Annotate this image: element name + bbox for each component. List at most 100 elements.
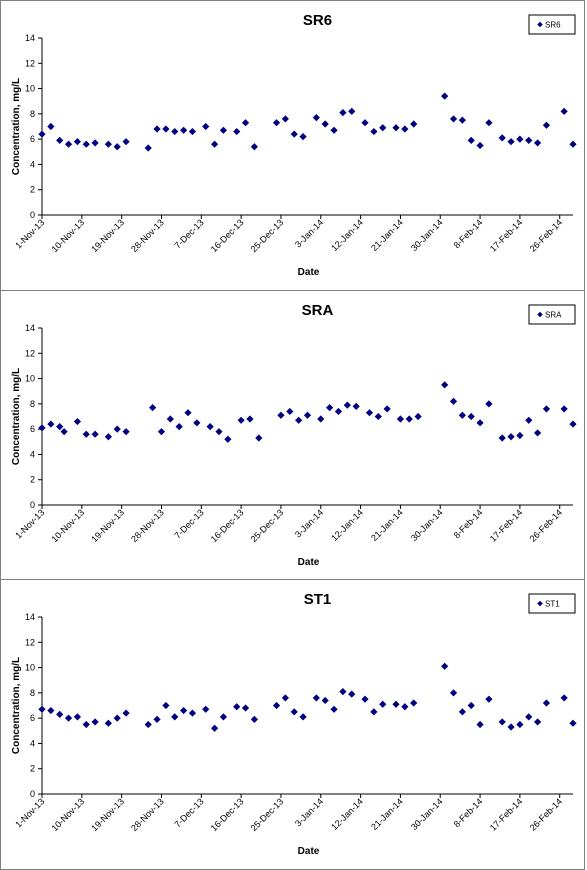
x-tick-label: 12-Jan-14 — [329, 796, 365, 832]
y-tick-label: 12 — [25, 637, 35, 647]
data-point — [507, 138, 515, 146]
data-point — [449, 689, 458, 697]
data-point — [241, 704, 250, 712]
data-point — [56, 710, 64, 718]
data-point — [352, 402, 360, 410]
data-point — [64, 140, 73, 148]
data-point — [401, 125, 409, 133]
y-tick-label: 10 — [25, 663, 35, 673]
y-tick-label: 8 — [30, 688, 35, 698]
data-point — [458, 411, 466, 419]
data-point — [449, 397, 458, 405]
y-axis-label: Concentration, mg/L — [11, 78, 22, 175]
data-point — [180, 706, 188, 715]
x-tick-label: 25-Dec-13 — [249, 507, 286, 544]
data-point — [153, 715, 161, 724]
data-point — [175, 423, 183, 431]
legend-marker — [537, 600, 543, 607]
data-point — [233, 127, 241, 136]
data-point — [188, 127, 197, 136]
legend-label: ST1 — [545, 600, 560, 609]
x-tick-label: 17-Feb-14 — [488, 217, 524, 253]
data-point — [525, 416, 533, 424]
chart-panel-sra: SRA 0 2 4 6 8 10 12 14 1-Nov-13 10-Nov-13 19-Nov-13… — [0, 290, 585, 580]
data-point — [299, 713, 307, 721]
data-point — [485, 119, 493, 127]
data-point — [149, 404, 157, 412]
data-point — [60, 428, 68, 436]
chart-panel-sr6: SR6 0 2 4 6 8 10 12 14 1-Nov-13 10-Nov-13 19-Nov-13… — [0, 0, 585, 291]
data-point — [410, 699, 418, 707]
data-point — [534, 139, 542, 147]
x-tick-label: 3-Jan-14 — [293, 796, 325, 828]
data-point — [525, 713, 533, 721]
y-tick-label: 12 — [25, 348, 35, 358]
y-axis-label: Concentration, mg/L — [11, 657, 22, 754]
data-point — [542, 405, 551, 413]
x-tick-label: 30-Jan-14 — [409, 796, 445, 832]
data-point — [534, 718, 542, 726]
data-point — [255, 434, 263, 442]
data-point — [188, 709, 197, 717]
data-point — [392, 700, 400, 708]
data-point — [171, 127, 179, 136]
chart-title: SR6 — [303, 12, 332, 29]
data-point — [91, 718, 99, 726]
y-tick-label: 14 — [25, 323, 35, 333]
data-point — [73, 713, 81, 721]
data-point — [202, 122, 210, 131]
data-point — [525, 136, 533, 145]
data-point — [277, 411, 285, 419]
data-point — [290, 708, 298, 716]
data-point — [166, 415, 174, 423]
data-point — [410, 120, 418, 128]
x-tick-label: 28-Nov-13 — [129, 507, 166, 544]
data-point — [449, 115, 458, 123]
data-point — [334, 407, 343, 416]
data-point — [312, 694, 320, 702]
data-point — [113, 425, 121, 433]
chart-title: SRA — [302, 302, 334, 319]
data-point — [281, 115, 289, 123]
y-tick-label: 8 — [30, 109, 35, 119]
data-point — [113, 714, 121, 722]
data-point — [507, 433, 515, 441]
data-point — [374, 412, 382, 421]
data-point — [370, 127, 378, 136]
x-tick-label: 26-Feb-14 — [528, 507, 564, 543]
x-tick-label: 7-Dec-13 — [172, 507, 205, 540]
y-tick-label: 10 — [25, 84, 35, 94]
x-tick-label: 1-Nov-13 — [13, 217, 46, 250]
data-point — [38, 130, 46, 138]
data-point — [82, 430, 90, 438]
legend-box — [528, 593, 576, 614]
data-point — [485, 695, 493, 703]
x-tick-label: 16-Dec-13 — [209, 796, 246, 833]
data-point — [104, 140, 112, 148]
data-point — [210, 724, 219, 732]
data-point — [91, 139, 99, 147]
y-axis-label: Concentration, mg/L — [11, 368, 22, 465]
data-point — [64, 714, 73, 722]
data-point — [534, 429, 542, 437]
data-point — [507, 723, 515, 731]
y-tick-label: 0 — [30, 789, 35, 799]
legend: SRA — [528, 304, 576, 325]
data-point — [560, 107, 568, 115]
data-point — [321, 696, 329, 705]
data-point — [180, 126, 188, 134]
y-tick-label: 10 — [25, 374, 35, 384]
data-point — [290, 130, 298, 138]
data-point — [144, 144, 152, 152]
data-point — [56, 136, 64, 145]
legend-box — [528, 304, 576, 325]
data-point — [38, 705, 46, 713]
legend-marker — [537, 21, 543, 28]
data-point — [348, 107, 356, 115]
data-point — [365, 409, 374, 417]
data-point — [295, 416, 303, 424]
data-point — [250, 715, 258, 724]
x-tick-label: 16-Dec-13 — [209, 507, 246, 544]
legend: SR6 — [528, 14, 576, 35]
data-point — [405, 415, 413, 423]
